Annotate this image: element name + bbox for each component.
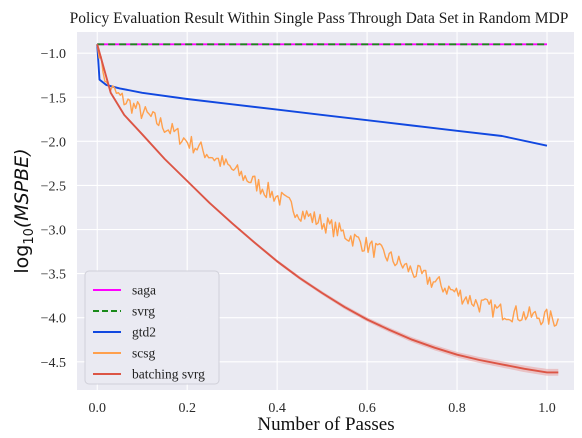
- series-batching-svrg: [96, 44, 559, 376]
- legend-label: batching svrg: [132, 367, 205, 382]
- y-axis-label: log10(MSPBE): [11, 148, 37, 273]
- legend-label: saga: [132, 283, 156, 298]
- legend-label: svrg: [132, 304, 155, 319]
- y-axis-label-subscript: 10: [22, 228, 37, 245]
- x-axis: 0.0 0.2 0.4 0.6 0.8 1.0: [88, 401, 555, 416]
- chart-title: Policy Evaluation Result Within Single P…: [70, 10, 569, 27]
- x-axis-label: Number of Passes: [257, 414, 394, 435]
- legend-box: [84, 270, 220, 385]
- x-tick-label: 1.0: [538, 401, 556, 416]
- y-tick-label: −4.0: [41, 312, 66, 327]
- x-tick-label: 0.8: [448, 401, 466, 416]
- series-layer: [96, 43, 559, 376]
- y-axis-label-argument: (MSPBE): [11, 148, 33, 228]
- legend-label: scsg: [132, 346, 155, 361]
- series-line: [96, 44, 559, 327]
- y-tick-label: −3.5: [41, 268, 66, 283]
- x-tick-label: 0.0: [88, 401, 106, 416]
- legend: saga svrg gtd2 scsg batching svrg: [84, 270, 220, 385]
- y-axis: −1.0 −1.5 −2.0 −2.5 −3.0 −3.5 −4.0 −4.5: [41, 47, 66, 371]
- x-tick-label: 0.6: [358, 401, 376, 416]
- y-tick-label: −1.5: [41, 91, 66, 106]
- series-line: [96, 44, 559, 374]
- series-scsg: [96, 44, 559, 327]
- legend-label: gtd2: [132, 325, 156, 340]
- y-tick-label: −2.0: [41, 135, 66, 150]
- y-tick-label: −1.0: [41, 47, 66, 62]
- x-tick-label: 0.2: [178, 401, 196, 416]
- y-tick-label: −3.0: [41, 224, 66, 239]
- y-tick-label: −2.5: [41, 179, 66, 194]
- y-tick-label: −4.5: [41, 356, 66, 371]
- y-axis-label-base: log: [11, 245, 33, 274]
- x-tick-label: 0.4: [268, 401, 286, 416]
